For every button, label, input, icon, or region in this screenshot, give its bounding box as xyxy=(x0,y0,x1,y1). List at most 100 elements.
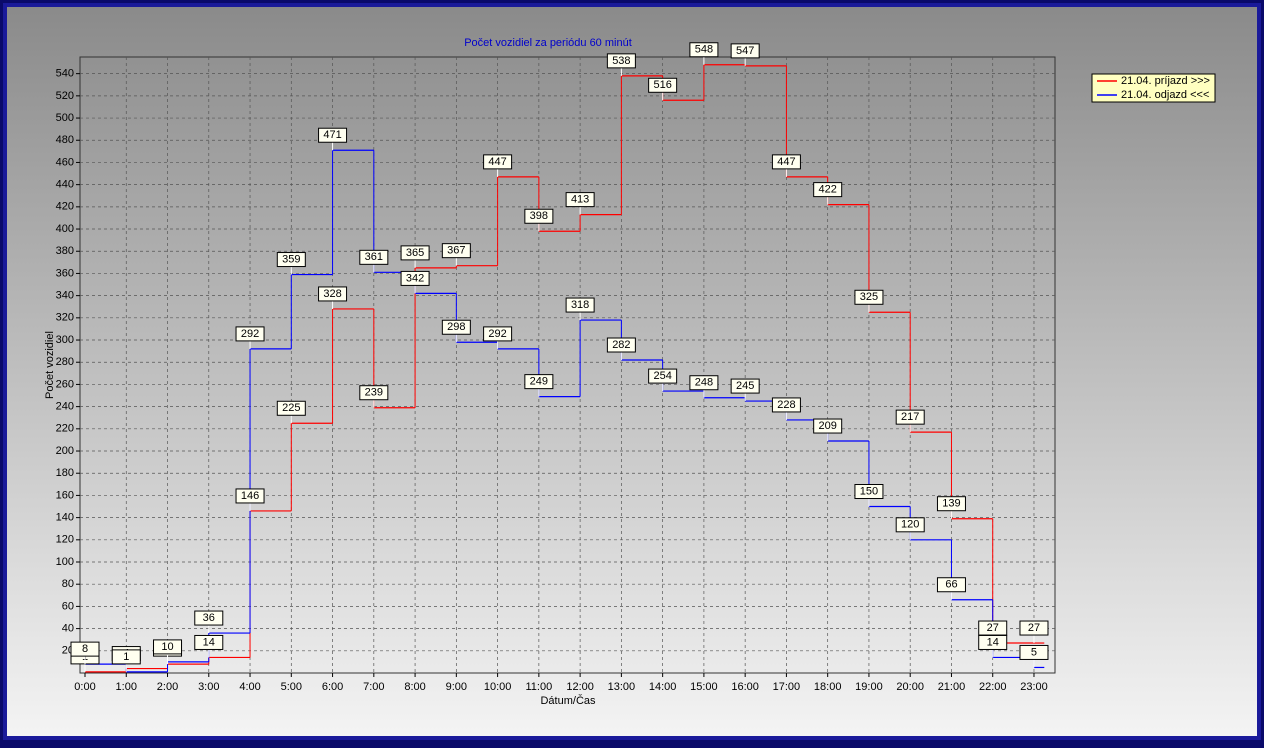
y-tick-label: 520 xyxy=(56,90,74,102)
x-tick-label: 15:00 xyxy=(690,681,718,693)
label-box xyxy=(895,517,925,533)
label-box xyxy=(318,127,348,143)
y-tick-label: 100 xyxy=(56,556,74,568)
value-label: 328 xyxy=(323,288,341,300)
value-label: 547 xyxy=(736,45,754,57)
x-tick-label: 2:00 xyxy=(157,681,178,693)
value-label: 298 xyxy=(447,321,465,333)
value-label: 139 xyxy=(942,498,960,510)
x-tick-label: 5:00 xyxy=(281,681,302,693)
label-box xyxy=(483,154,513,170)
y-tick-label: 500 xyxy=(56,112,74,124)
label-box xyxy=(276,252,306,268)
label-box xyxy=(524,374,554,390)
legend-label: 21.04. odjazd <<< xyxy=(1121,89,1209,101)
y-tick-label: 160 xyxy=(56,489,74,501)
value-label: 8 xyxy=(82,643,88,655)
label-box xyxy=(441,319,471,335)
x-tick-label: 22:00 xyxy=(979,681,1007,693)
value-label: 254 xyxy=(653,370,671,382)
label-box xyxy=(771,397,801,413)
x-tick-label: 9:00 xyxy=(446,681,467,693)
label-box xyxy=(359,385,389,401)
value-label: 292 xyxy=(241,328,259,340)
label-box xyxy=(813,418,843,434)
x-tick-label: 20:00 xyxy=(896,681,924,693)
label-box xyxy=(689,42,719,58)
y-tick-label: 340 xyxy=(56,290,74,302)
label-box xyxy=(70,641,100,657)
y-tick-label: 280 xyxy=(56,356,74,368)
y-tick-label: 420 xyxy=(56,201,74,213)
label-box xyxy=(606,337,636,353)
legend xyxy=(1091,73,1216,103)
value-label: 447 xyxy=(777,156,795,168)
value-label: 361 xyxy=(365,251,383,263)
y-tick-label: 40 xyxy=(62,623,74,635)
x-tick-label: 0:00 xyxy=(74,681,95,693)
value-label: 292 xyxy=(488,328,506,340)
label-box xyxy=(648,368,678,384)
value-label: 471 xyxy=(323,129,341,141)
y-tick-label: 300 xyxy=(56,334,74,346)
value-label: 422 xyxy=(819,184,837,196)
value-label: 14 xyxy=(203,636,215,648)
value-label: 548 xyxy=(695,44,713,56)
y-tick-label: 360 xyxy=(56,267,74,279)
value-label: 359 xyxy=(282,253,300,265)
value-label: 150 xyxy=(860,485,878,497)
y-tick-label: 80 xyxy=(62,578,74,590)
x-tick-label: 18:00 xyxy=(814,681,842,693)
y-tick-label: 60 xyxy=(62,600,74,612)
label-box xyxy=(400,245,430,261)
x-tick-label: 14:00 xyxy=(649,681,677,693)
y-tick-label: 400 xyxy=(56,223,74,235)
label-box xyxy=(936,577,966,593)
y-tick-label: 120 xyxy=(56,534,74,546)
value-label: 14 xyxy=(987,636,999,648)
value-label: 245 xyxy=(736,380,754,392)
label-box xyxy=(771,154,801,170)
x-tick-label: 6:00 xyxy=(322,681,343,693)
label-box xyxy=(648,77,678,93)
x-tick-label: 19:00 xyxy=(855,681,883,693)
label-box xyxy=(854,484,884,500)
frame xyxy=(3,3,1261,740)
label-box xyxy=(153,639,183,655)
plot-area xyxy=(79,56,1056,674)
x-tick-label: 8:00 xyxy=(404,681,425,693)
y-tick-label: 440 xyxy=(56,179,74,191)
label-box xyxy=(359,249,389,265)
y-tick-label: 200 xyxy=(56,445,74,457)
x-tick-label: 10:00 xyxy=(484,681,512,693)
value-label: 249 xyxy=(530,376,548,388)
y-tick-label: 460 xyxy=(56,156,74,168)
value-label: 398 xyxy=(530,210,548,222)
value-label: 367 xyxy=(447,245,465,257)
value-label: 66 xyxy=(945,579,957,591)
value-label: 36 xyxy=(203,612,215,624)
y-tick-label: 320 xyxy=(56,312,74,324)
x-tick-label: 3:00 xyxy=(198,681,219,693)
x-tick-label: 21:00 xyxy=(938,681,966,693)
label-box xyxy=(1019,644,1049,660)
legend-label: 21.04. príjazd >>> xyxy=(1121,75,1210,87)
label-box xyxy=(111,649,141,665)
value-label: 342 xyxy=(406,272,424,284)
label-box xyxy=(441,243,471,259)
y-tick-label: 140 xyxy=(56,512,74,524)
x-axis-label: Dátum/Čas xyxy=(540,694,596,707)
label-box xyxy=(194,610,224,626)
x-tick-label: 7:00 xyxy=(363,681,384,693)
value-label: 538 xyxy=(612,55,630,67)
x-tick-label: 16:00 xyxy=(731,681,759,693)
label-box xyxy=(483,326,513,342)
y-tick-label: 380 xyxy=(56,245,74,257)
value-label: 516 xyxy=(653,79,671,91)
label-box xyxy=(194,634,224,650)
label-box xyxy=(936,496,966,512)
value-label: 228 xyxy=(777,399,795,411)
value-label: 27 xyxy=(1028,622,1040,634)
value-label: 217 xyxy=(901,411,919,423)
